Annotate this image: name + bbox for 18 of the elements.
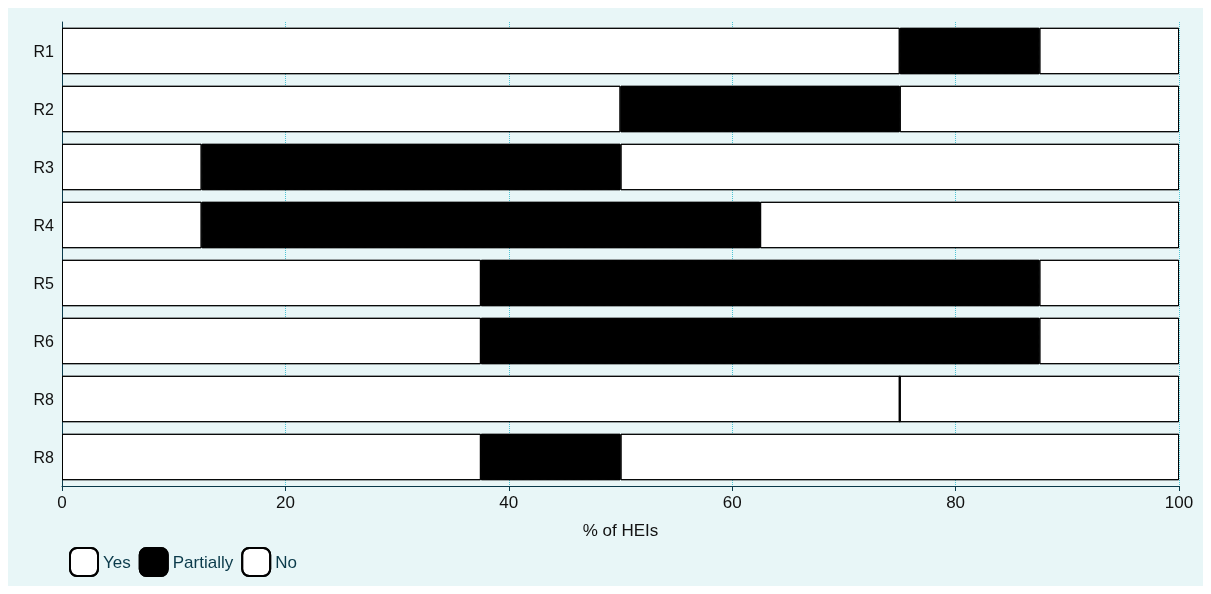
legend-label: Partially	[172, 552, 234, 572]
y-tick-label: R8	[33, 448, 55, 466]
y-tick-label: R6	[33, 332, 55, 350]
legend-label: Yes	[103, 552, 131, 572]
y-tick-label: R1	[33, 42, 55, 60]
y-tick-label: R4	[33, 216, 55, 234]
y-tick-label: R5	[33, 274, 55, 292]
x-tick-label: 100	[1164, 493, 1194, 512]
legend-label: No	[275, 552, 297, 572]
x-tick-label: 80	[946, 493, 966, 512]
x-tick-label: 60	[722, 493, 742, 512]
y-tick-label: R8	[33, 390, 55, 408]
y-tick-label: R3	[33, 158, 55, 176]
x-tick-label: 20	[275, 493, 295, 512]
y-tick-label: R2	[33, 100, 55, 118]
x-tick-label: 40	[499, 493, 519, 512]
x-axis-title: % of HEIs	[582, 521, 659, 540]
x-tick-label: 0	[57, 493, 67, 512]
